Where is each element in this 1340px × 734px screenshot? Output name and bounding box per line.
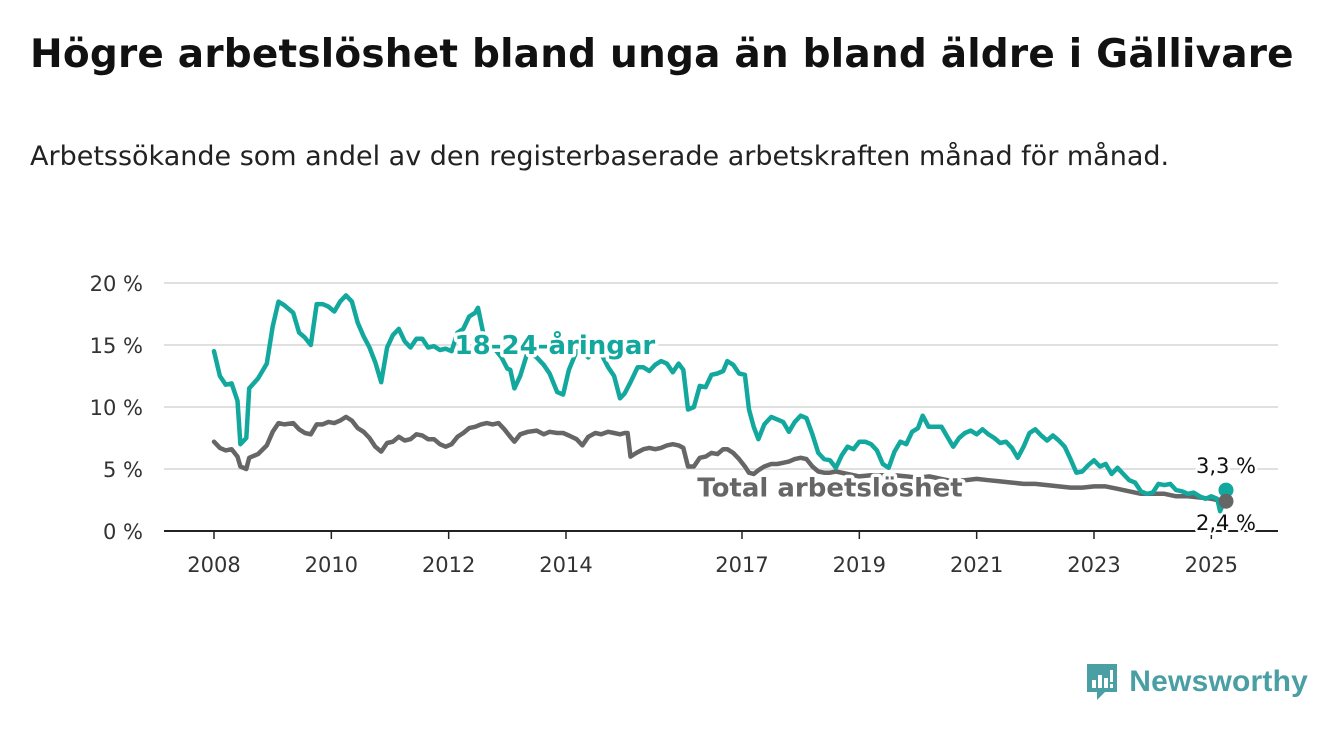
x-tick-label: 2023 xyxy=(1067,553,1120,577)
x-axis: 2008 2010 2012 2014 2017 2019 2021 2023 2025 xyxy=(164,530,1278,577)
x-tick-label: 2010 xyxy=(305,553,358,577)
x-tick-label: 2019 xyxy=(833,553,886,577)
series-label-youth: 18-24-åringar xyxy=(455,329,656,361)
y-tick-label: 20 % xyxy=(90,272,143,296)
series-lines xyxy=(211,293,1229,514)
chart-subtitle: Arbetssökande som andel av den registerb… xyxy=(30,141,1170,172)
series-line-total xyxy=(211,414,1229,504)
end-marker-total xyxy=(1218,493,1234,509)
y-tick-label: 0 % xyxy=(103,520,143,544)
series-label-total: Total arbetslöshet xyxy=(697,474,962,504)
chart-title: Högre arbetslöshet bland unga än bland ä… xyxy=(30,32,1294,77)
x-tick-label: 2021 xyxy=(950,553,1003,577)
x-tick-label: 2017 xyxy=(715,553,768,577)
x-tick-label: 2012 xyxy=(422,553,475,577)
gridlines xyxy=(164,282,1278,470)
y-axis: 0 % 5 % 10 % 15 % 20 % xyxy=(90,272,143,544)
y-tick-label: 15 % xyxy=(90,334,143,358)
series-line-youth xyxy=(211,293,1229,514)
series-labels: 18-24-åringar Total arbetslöshet xyxy=(451,326,966,508)
end-marker-youth xyxy=(1218,482,1234,498)
newsworthy-logo-icon xyxy=(1087,664,1118,700)
x-tick-label: 2025 xyxy=(1185,553,1238,577)
y-tick-label: 5 % xyxy=(103,458,143,482)
end-label-youth: 3,3 % xyxy=(1196,454,1256,478)
brand-logo: Newsworthy xyxy=(1085,660,1308,704)
y-tick-label: 10 % xyxy=(90,396,143,420)
end-markers: 3,3 % 2,4 % xyxy=(1193,452,1258,538)
x-tick-label: 2014 xyxy=(539,553,592,577)
end-label-total: 2,4 % xyxy=(1196,511,1256,535)
x-tick-label: 2008 xyxy=(187,553,240,577)
brand-name: Newsworthy xyxy=(1129,665,1308,698)
